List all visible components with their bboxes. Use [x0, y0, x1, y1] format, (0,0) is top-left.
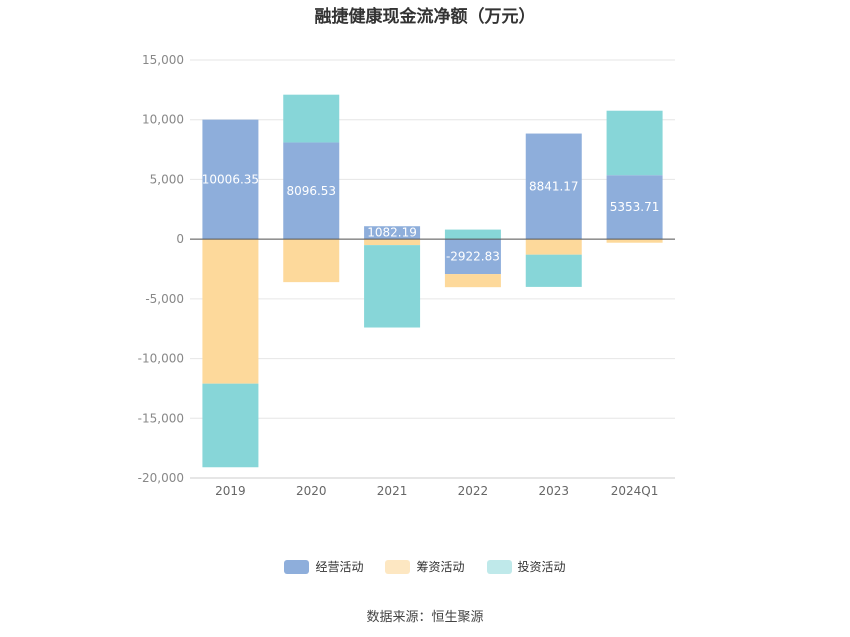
legend: 经营活动 筹资活动 投资活动: [0, 558, 850, 575]
data-label: 5353.71: [610, 200, 660, 214]
bar-筹资活动[interactable]: [525, 239, 582, 255]
legend-item-financing[interactable]: 筹资活动: [385, 558, 465, 575]
bar-筹资活动[interactable]: [606, 239, 663, 243]
chart-title: 融捷健康现金流净额（万元）: [314, 7, 536, 27]
bar-经营活动[interactable]: [283, 142, 340, 240]
data-label: 1082.19: [367, 226, 417, 240]
x-axis: 2019 2020 2021 2022 2023 2024Q1: [190, 477, 675, 498]
y-tick-label: -10,000: [138, 352, 184, 366]
y-tick-label: 15,000: [142, 53, 184, 67]
bar-投资活动[interactable]: [444, 229, 501, 240]
x-tick-label: 2024Q1: [611, 484, 659, 498]
bar-筹资活动[interactable]: [364, 239, 421, 246]
legend-swatch-financing: [385, 559, 411, 574]
x-tick-label: 2022: [458, 484, 489, 498]
data-label: 8096.53: [286, 184, 336, 198]
data-label: 10006.35: [202, 172, 259, 186]
legend-swatch-investing: [486, 559, 512, 574]
y-tick-label: 10,000: [142, 113, 184, 127]
x-tick-label: 2019: [215, 484, 246, 498]
y-axis: 15,000 10,000 5,000 0 -5,000 -10,000 -15,000 -2…: [138, 53, 184, 485]
bar-经营活动[interactable]: [525, 133, 582, 240]
bar-筹资活动[interactable]: [283, 239, 340, 283]
y-tick-label: 5,000: [150, 172, 184, 186]
legend-label-investing: 投资活动: [517, 560, 566, 574]
bar-筹资活动[interactable]: [444, 274, 501, 288]
x-tick-label: 2020: [296, 484, 327, 498]
bar-经营活动[interactable]: [606, 175, 663, 240]
x-tick-label: 2023: [538, 484, 569, 498]
y-tick-label: -5,000: [145, 292, 184, 306]
data-labels: 10006.35 8096.53 1082.19 -2922.83 8841.17 535…: [202, 172, 660, 263]
y-tick-label: -15,000: [138, 411, 184, 425]
legend-swatch-operating: [284, 559, 310, 574]
data-source: 数据来源：恒生聚源: [366, 610, 484, 625]
bar-经营活动[interactable]: [444, 239, 501, 275]
bar-投资活动[interactable]: [606, 110, 663, 176]
data-label: -2922.83: [446, 250, 500, 264]
bar-经营活动[interactable]: [202, 119, 259, 240]
y-tick-label: -20,000: [138, 471, 184, 485]
bar-投资活动[interactable]: [364, 245, 421, 328]
bar-投资活动[interactable]: [202, 383, 259, 468]
bar-筹资活动[interactable]: [202, 239, 259, 384]
bar-经营活动[interactable]: [364, 226, 421, 240]
x-tick-label: 2021: [377, 484, 408, 498]
legend-item-operating[interactable]: 经营活动: [284, 558, 363, 575]
y-tick-label: 0: [176, 232, 184, 246]
legend-label-operating: 经营活动: [315, 560, 364, 574]
bar-投资活动[interactable]: [283, 94, 340, 143]
bar-投资活动[interactable]: [525, 254, 582, 287]
grid-lines: [190, 59, 675, 479]
bars: [202, 94, 663, 468]
legend-item-investing[interactable]: 投资活动: [486, 558, 566, 575]
legend-label-financing: 筹资活动: [416, 560, 465, 574]
data-label: 8841.17: [529, 179, 579, 193]
